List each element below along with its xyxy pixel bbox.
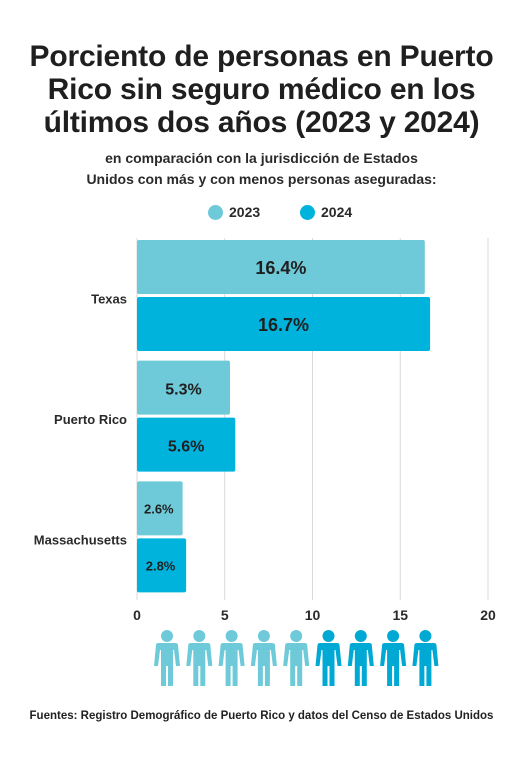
chart-title: Porciento de personas en Puerto Rico sin…	[29, 40, 494, 139]
person-body	[218, 643, 245, 686]
x-tick-label: 0	[133, 607, 141, 623]
person-icon	[154, 630, 180, 686]
person-head	[161, 630, 173, 642]
person-body	[186, 643, 213, 686]
category-label: Texas	[91, 291, 127, 306]
bar	[137, 481, 183, 536]
person-head	[387, 630, 400, 642]
legend-label-2024: 2024	[321, 204, 353, 220]
category-label: Puerto Rico	[54, 412, 127, 427]
bar	[137, 297, 431, 351]
x-tick-label: 20	[480, 607, 496, 623]
person-body	[315, 643, 342, 686]
bars: 16.4% 16.7% 5.3% 5.6% 2.6% 2.8%	[137, 240, 431, 593]
person-body	[347, 643, 374, 686]
person-body	[380, 643, 407, 686]
person-body	[283, 643, 310, 686]
bar-data-label: 2.6%	[144, 501, 174, 516]
person-icon	[412, 630, 439, 686]
bar	[137, 360, 231, 415]
category-labels: Texas Puerto Rico Massachusetts	[34, 291, 127, 547]
person-head	[322, 630, 335, 642]
person-icon	[218, 630, 245, 686]
legend: 2023 2024	[0, 204, 523, 226]
legend-item-2023: 2023	[208, 204, 260, 220]
bar-data-label: 16.7%	[258, 315, 309, 335]
x-tick-label: 10	[305, 607, 321, 623]
person-head	[257, 630, 270, 642]
chart-subtitle: en comparación con la jurisdicción de Es…	[20, 148, 503, 190]
bar	[137, 240, 425, 294]
legend-item-2024: 2024	[300, 204, 352, 220]
bar-data-label: 5.3%	[165, 382, 201, 399]
person-icon	[186, 630, 213, 686]
legend-label-2023: 2023	[229, 204, 261, 220]
legend-swatch-2024	[300, 204, 315, 220]
person-icon	[380, 630, 407, 686]
bar	[137, 417, 236, 472]
person-head	[354, 630, 367, 642]
person-body	[412, 643, 439, 686]
person-icon	[250, 630, 277, 686]
category-label: Massachusetts	[34, 533, 127, 548]
subtitle-line-2: Unidos con más y con menos personas aseg…	[86, 171, 437, 187]
x-tick-label: 5	[221, 607, 229, 623]
pictogram	[154, 630, 439, 686]
person-icon	[315, 630, 342, 686]
person-body	[250, 643, 277, 686]
x-tick-label: 15	[392, 607, 408, 623]
source-note: Fuentes: Registro Demográfico de Puerto …	[29, 710, 494, 722]
bar	[137, 538, 187, 593]
bar-data-label: 16.4%	[255, 258, 306, 278]
person-icon	[283, 630, 310, 686]
person-head	[290, 630, 303, 642]
subtitle-line-1: en comparación con la jurisdicción de Es…	[105, 150, 418, 166]
x-tick-labels: 0 5 10 15 20	[133, 607, 496, 623]
bar-chart: 16.4% 16.7% 5.3% 5.6% 2.6% 2.8% Texas Puerto R…	[34, 238, 496, 686]
person-head	[193, 630, 206, 642]
person-body	[154, 643, 180, 686]
bar-data-label: 2.8%	[146, 558, 176, 573]
bar-data-label: 5.6%	[168, 439, 204, 456]
legend-swatch-2023	[208, 204, 223, 220]
person-icon	[347, 630, 374, 686]
person-head	[225, 630, 238, 642]
person-head	[419, 630, 432, 642]
